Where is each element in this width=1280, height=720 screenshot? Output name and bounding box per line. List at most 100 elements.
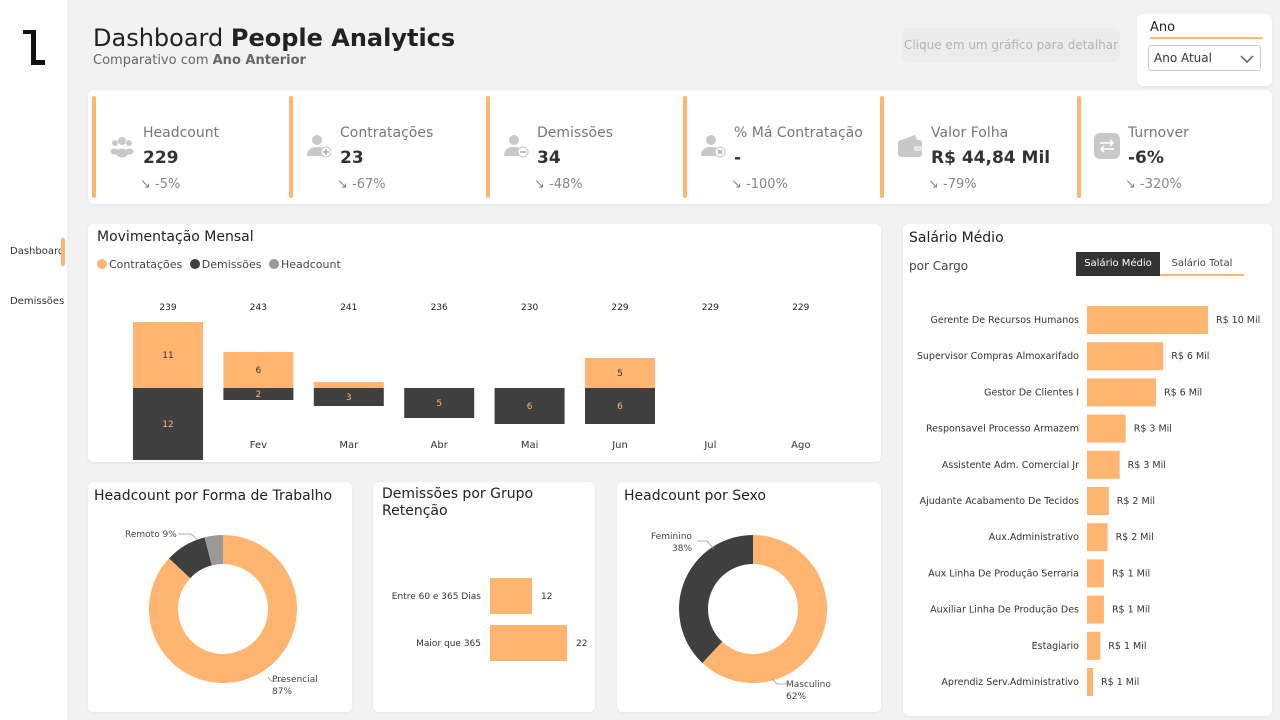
legend-dot bbox=[97, 259, 107, 269]
bar-grupo bbox=[490, 625, 567, 661]
nav-active-indicator bbox=[61, 238, 65, 266]
wallet-icon bbox=[898, 135, 922, 157]
kpi-accent-bar bbox=[683, 96, 687, 198]
page-subtitle: Comparativo com Ano Anterior bbox=[93, 53, 306, 68]
kpi-value: 34 bbox=[537, 148, 561, 168]
y-tick-label: Aprendiz Serv.Administrativo bbox=[941, 677, 1079, 688]
forma-title: Headcount por Forma de Trabalho bbox=[94, 488, 333, 504]
x-tick-label: Mai bbox=[521, 440, 539, 451]
headcount-label: 239 bbox=[159, 303, 176, 313]
kpi-card-demissoes[interactable]: Demissões 34 ↘ -48% bbox=[482, 96, 674, 198]
leader-line-masculino bbox=[771, 678, 789, 685]
data-label-grupo: 22 bbox=[576, 639, 587, 649]
legend-dot bbox=[189, 259, 200, 269]
bar-salario bbox=[1087, 342, 1164, 371]
data-label-salario: R$ 6 Mil bbox=[1164, 387, 1202, 398]
sexo-title: Headcount por Sexo bbox=[624, 488, 766, 504]
x-tick-label: Jun bbox=[611, 440, 628, 451]
data-label-salario: R$ 3 Mil bbox=[1134, 424, 1172, 435]
data-label-salario: R$ 1 Mil bbox=[1101, 677, 1139, 688]
bar-salario bbox=[1087, 487, 1109, 515]
y-tick-label: Gerente De Recursos Humanos bbox=[931, 315, 1080, 326]
slice-label-remoto: Remoto 9% bbox=[125, 530, 177, 540]
kpi-label: Demissões bbox=[537, 125, 613, 141]
salario-title: Salário Médio bbox=[909, 230, 1004, 246]
kpi-accent-bar bbox=[92, 96, 96, 198]
kpi-strip: Headcount 229 ↘ -5% Contratações 23 ↘ -6… bbox=[88, 90, 1272, 204]
kpi-accent-bar bbox=[880, 96, 884, 198]
bar-salario bbox=[1087, 523, 1108, 552]
headcount-label: 230 bbox=[521, 303, 538, 313]
salario-tabs: Salário Médio Salário Total bbox=[1076, 252, 1244, 276]
sexo-chart[interactable]: Masculino 62% Feminino 38% bbox=[617, 482, 881, 712]
bar-contratacoes bbox=[313, 382, 384, 388]
kpi-label: Valor Folha bbox=[931, 125, 1009, 141]
tab-salario-total[interactable]: Salário Total bbox=[1160, 252, 1244, 276]
kpi-accent-bar bbox=[289, 96, 293, 198]
bar-contratacoes bbox=[133, 322, 203, 388]
headcount-label: 229 bbox=[792, 303, 809, 313]
legend-item-demissoes[interactable]: Demissões bbox=[189, 258, 262, 271]
headcount-label: 241 bbox=[340, 303, 357, 313]
forma-chart[interactable]: Presencial 87% Remoto 9% bbox=[88, 482, 352, 712]
legend-item-contratacoes[interactable]: Contratações bbox=[97, 258, 182, 271]
kpi-card-valor-folha[interactable]: Valor Folha R$ 44,84 Mil ↘ -79% bbox=[876, 96, 1068, 198]
kpi-card-ma-contratacao[interactable]: % Má Contratação - ↘ -100% bbox=[679, 96, 871, 198]
nav-item-label: Dashboard bbox=[10, 246, 65, 257]
movimentacao-chart[interactable]: 239Jan1112243Fev62241Mar3236Abr5230Mai62… bbox=[88, 224, 881, 462]
page-subtitle-bold: Ano Anterior bbox=[212, 53, 306, 68]
app-logo-icon bbox=[23, 30, 45, 65]
kpi-label: Turnover bbox=[1128, 125, 1189, 141]
kpi-card-headcount[interactable]: Headcount 229 ↘ -5% bbox=[88, 96, 280, 198]
grupo-title-line1: Demissões por Grupo bbox=[382, 486, 534, 502]
y-tick-label: Estagiario bbox=[1032, 641, 1080, 652]
data-label-contratacoes: 11 bbox=[162, 351, 173, 361]
grupo-card bbox=[373, 482, 595, 712]
donut-slice-feminino bbox=[679, 535, 753, 663]
kpi-card-turnover[interactable]: Turnover -6% ↘ -320% bbox=[1073, 96, 1265, 198]
data-label-salario: R$ 1 Mil bbox=[1112, 605, 1150, 616]
year-select[interactable]: Ano Atual bbox=[1148, 45, 1261, 71]
page-title-light: Dashboard bbox=[93, 24, 224, 52]
kpi-value: 229 bbox=[143, 148, 179, 168]
data-label-demissoes: 2 bbox=[256, 390, 262, 400]
movimentacao-card bbox=[88, 224, 881, 462]
bar-salario bbox=[1087, 595, 1104, 624]
drill-detail-button[interactable]: Clique em um gráfico para detalhar bbox=[902, 28, 1120, 62]
y-tick-label: Gestor De Clientes I bbox=[984, 387, 1079, 398]
legend-label: Headcount bbox=[281, 258, 341, 271]
kpi-change: ↘ -5% bbox=[140, 177, 181, 192]
kpi-card-contratacoes[interactable]: Contratações 23 ↘ -67% bbox=[285, 96, 477, 198]
data-label-salario: R$ 2 Mil bbox=[1116, 532, 1154, 543]
y-tick-label: Auxiliar Linha De Produção Des bbox=[930, 605, 1079, 616]
tab-salario-medio[interactable]: Salário Médio bbox=[1076, 252, 1160, 276]
data-label-contratacoes: 6 bbox=[256, 366, 262, 376]
x-tick-label: Ago bbox=[791, 440, 810, 451]
salario-chart[interactable]: Gerente De Recursos Humanos R$ 10 Mil Supe… bbox=[903, 224, 1272, 716]
movimentacao-legend: Contratações Demissões Headcount bbox=[97, 258, 345, 271]
grupo-chart[interactable]: Entre 60 e 365 Dias 12 Maior que 365 22 bbox=[373, 482, 595, 712]
kpi-change: ↘ -48% bbox=[534, 177, 583, 192]
data-label-contratacoes: 5 bbox=[617, 369, 623, 379]
donut-slice-presencial bbox=[149, 535, 297, 683]
kpi-value: - bbox=[734, 148, 742, 168]
grupo-title-line2: Retenção bbox=[382, 503, 448, 519]
data-label-grupo: 12 bbox=[541, 592, 552, 602]
kpi-change: ↘ -100% bbox=[731, 177, 788, 192]
legend-item-headcount[interactable]: Headcount bbox=[269, 258, 341, 271]
y-tick-label: Maior que 365 bbox=[416, 639, 481, 649]
data-label-demissoes: 6 bbox=[617, 402, 623, 412]
leader-line-feminino bbox=[697, 540, 715, 550]
data-label-salario: R$ 10 Mil bbox=[1216, 315, 1260, 326]
kpi-change: ↘ -67% bbox=[337, 177, 386, 192]
data-label-demissoes: 12 bbox=[162, 420, 173, 430]
headcount-label: 229 bbox=[611, 303, 628, 313]
legend-dot bbox=[269, 259, 279, 269]
bar-salario bbox=[1087, 378, 1156, 407]
data-label-demissoes: 3 bbox=[346, 393, 352, 403]
bar-salario bbox=[1087, 668, 1094, 696]
bar-salario bbox=[1087, 306, 1208, 334]
page-title: Dashboard People Analytics bbox=[93, 24, 455, 52]
bar-salario bbox=[1087, 559, 1104, 588]
x-tick-label: Jul bbox=[703, 440, 716, 451]
